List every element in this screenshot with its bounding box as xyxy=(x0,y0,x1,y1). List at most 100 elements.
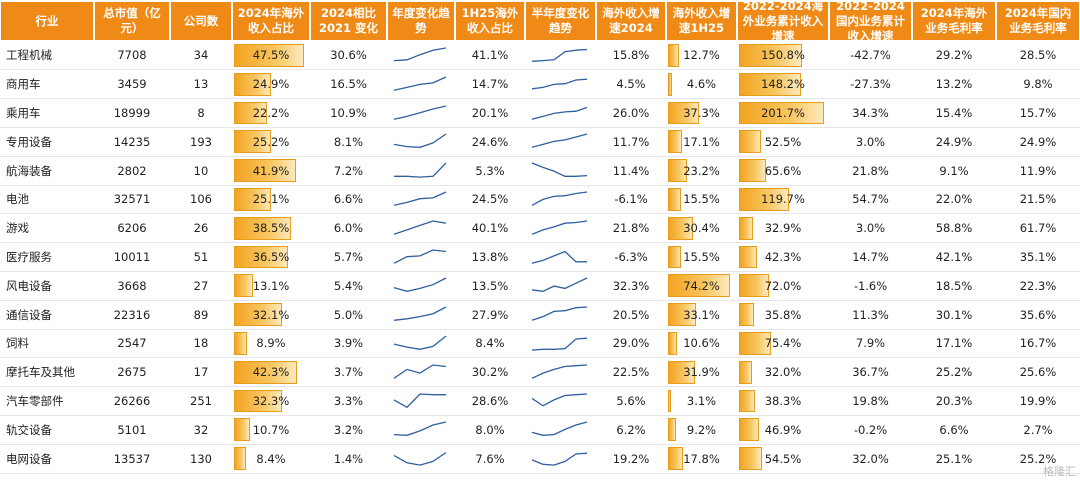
data-bar xyxy=(739,447,762,470)
table-cell: 10.9% xyxy=(330,105,367,120)
bar-cell: 30.4% xyxy=(666,214,737,243)
bar-value-label: 41.9% xyxy=(252,163,290,178)
sparkline-path xyxy=(531,133,588,149)
sparkline xyxy=(531,133,588,149)
data-bar xyxy=(739,332,771,355)
table-cell: 7.6% xyxy=(475,451,505,466)
column-header: 海外收入增速1H25 xyxy=(667,2,736,40)
data-bar xyxy=(739,130,761,154)
table-cell: 30.6% xyxy=(330,48,367,63)
sparkline xyxy=(531,392,588,407)
data-bar xyxy=(739,389,756,413)
table-cell: 193 xyxy=(190,134,212,149)
table-cell: -6.3% xyxy=(614,249,648,264)
sparkline xyxy=(393,335,447,350)
sparkline xyxy=(393,220,447,235)
table-cell: 40.1% xyxy=(471,221,509,236)
bar-value-label: 52.5% xyxy=(764,134,802,149)
bar-value-label: 148.2% xyxy=(761,77,805,92)
table-cell: 24.9% xyxy=(935,134,973,149)
sparkline xyxy=(393,277,447,293)
sparkline-path xyxy=(531,337,588,351)
table-cell: 30.2% xyxy=(471,365,509,380)
column-header: 2024年国内业务毛利率 xyxy=(997,2,1079,40)
table-cell: 3.2% xyxy=(333,422,364,437)
table-cell: 89 xyxy=(193,307,209,322)
table-cell: 13.2% xyxy=(935,77,973,92)
row-divider xyxy=(0,299,1080,301)
sparkline xyxy=(531,220,588,235)
table-cell: 25.2% xyxy=(1019,451,1057,466)
table-cell: 3.7% xyxy=(333,365,364,380)
sparkline-path xyxy=(393,364,447,379)
table-cell: 6206 xyxy=(117,221,147,236)
bar-value-label: 32.9% xyxy=(764,221,802,236)
bar-value-label: 119.7% xyxy=(761,192,805,207)
bar-value-label: 42.3% xyxy=(252,365,290,380)
bar-cell: 33.1% xyxy=(666,300,737,329)
bar-cell: 32.0% xyxy=(737,358,829,387)
table-cell: 17 xyxy=(193,365,209,380)
sparkline-path xyxy=(531,220,588,235)
row-divider xyxy=(0,472,1080,474)
sparkline-path xyxy=(393,191,447,206)
data-bar xyxy=(234,101,267,125)
table-cell: 22316 xyxy=(113,307,151,322)
table-cell: 28.6% xyxy=(471,393,509,408)
row-divider xyxy=(0,213,1080,215)
bar-value-label: 74.2% xyxy=(683,278,720,293)
table-cell: 26266 xyxy=(113,393,151,408)
table-cell: 17.1% xyxy=(935,336,973,351)
table-cell: 35.6% xyxy=(1019,307,1057,322)
sparkline xyxy=(393,104,447,120)
data-bar xyxy=(234,72,271,96)
bar-cell: 25.2% xyxy=(232,127,310,156)
sparkline xyxy=(531,421,588,437)
bar-value-label: 38.5% xyxy=(252,221,290,236)
sparkline xyxy=(531,337,588,351)
table-cell: 11.9% xyxy=(1019,163,1057,178)
data-bar xyxy=(668,360,695,384)
sparkline-path xyxy=(531,452,588,466)
table-cell: 3.9% xyxy=(333,336,364,351)
data-bar xyxy=(739,274,770,298)
bar-value-label: 25.1% xyxy=(252,192,290,207)
table-cell: 10011 xyxy=(113,249,151,264)
bar-cell: 32.3% xyxy=(232,387,310,416)
column-header: 2022-2024国内业务累计收入增速 xyxy=(830,0,911,43)
table-cell: 29.0% xyxy=(612,336,650,351)
table-cell: 130 xyxy=(190,451,212,466)
data-bar xyxy=(668,44,679,67)
table-cell: 19.8% xyxy=(852,393,889,408)
data-bar xyxy=(234,188,272,211)
table-cell: 32.0% xyxy=(852,451,889,466)
table-cell: 5.4% xyxy=(333,278,364,293)
row-divider xyxy=(0,443,1080,445)
table-cell: 22.5% xyxy=(612,365,650,380)
industry-cell: 通信设备 xyxy=(6,307,52,322)
column-header: 2024年海外业务毛利率 xyxy=(913,2,995,40)
bar-value-label: 22.2% xyxy=(252,105,290,120)
bar-cell: 3.1% xyxy=(666,387,737,416)
column-header: 1H25海外收入占比 xyxy=(456,2,524,40)
sparkline xyxy=(531,250,587,264)
industry-cell: 医疗服务 xyxy=(6,249,52,264)
column-header: 2024相比2021 变化 xyxy=(311,2,386,40)
bar-value-label: 31.9% xyxy=(683,365,720,380)
industry-cell: 乘用车 xyxy=(6,105,41,120)
industry-cell: 游戏 xyxy=(6,221,29,236)
data-bar xyxy=(739,245,757,269)
data-bar xyxy=(739,418,759,442)
sparkline xyxy=(393,133,447,149)
bar-cell: 65.6% xyxy=(737,156,829,185)
row-divider xyxy=(0,357,1080,359)
table-cell: 32571 xyxy=(113,192,151,207)
bar-cell: 37.3% xyxy=(666,99,737,128)
table-cell: 41.1% xyxy=(471,48,509,63)
bar-cell: 42.3% xyxy=(232,358,310,387)
column-header: 公司数 xyxy=(171,2,231,40)
data-bar xyxy=(234,44,305,67)
table-cell: 18999 xyxy=(113,105,151,120)
data-bar xyxy=(739,188,790,211)
industry-cell: 风电设备 xyxy=(6,278,52,293)
